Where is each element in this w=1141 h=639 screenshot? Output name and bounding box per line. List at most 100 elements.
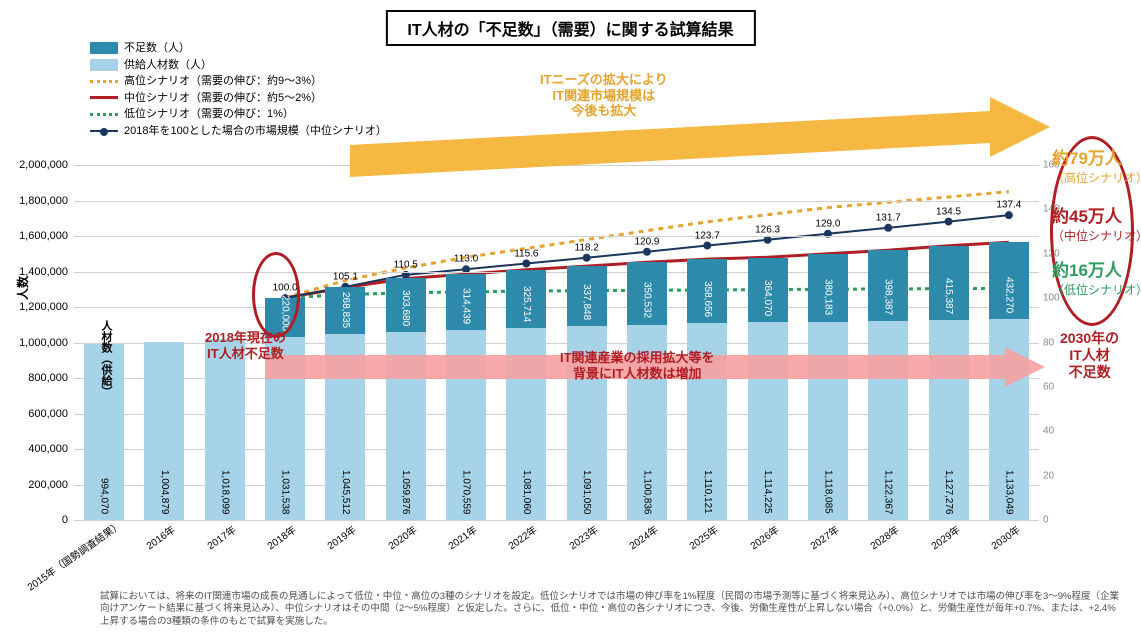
gridline xyxy=(74,236,1039,237)
bar-shortage-value: 325,714 xyxy=(521,286,532,322)
x-label: 2023年 xyxy=(565,521,600,552)
bar-supply-value: 1,122,367 xyxy=(883,470,894,515)
bar-shortage-value: 314,439 xyxy=(461,288,472,324)
y2-tick: 0 xyxy=(1039,515,1049,526)
bar-shortage: 358,656 xyxy=(687,259,727,323)
index-label: 134.5 xyxy=(936,206,961,217)
bar-shortage-value: 350,532 xyxy=(641,282,652,318)
callout-mid: 約45万人（中位シナリオ） xyxy=(1052,202,1141,244)
legend: 不足数（人） 供給人材数（人） 高位シナリオ（需要の伸び：約9〜3%） 中位シナ… xyxy=(90,40,387,139)
bar-shortage: 268,835 xyxy=(325,287,365,335)
legend-label-low: 低位シナリオ（需要の伸び：1%） xyxy=(124,106,294,123)
bar-supply-value: 1,100,836 xyxy=(641,470,652,515)
ellipse-2018 xyxy=(252,252,300,338)
bar-shortage: 337,848 xyxy=(567,266,607,326)
supply-vertical-label: 人材数（供給） xyxy=(98,320,114,397)
bar-supply-value: 1,031,538 xyxy=(280,470,291,515)
bar-shortage: 350,532 xyxy=(627,262,667,324)
x-label: 2018年 xyxy=(264,521,299,552)
bar-supply-value: 1,114,225 xyxy=(762,470,773,514)
index-label: 105.1 xyxy=(333,271,358,282)
bar-supply-value: 1,133,049 xyxy=(1003,470,1014,515)
index-label: 110.5 xyxy=(394,259,418,270)
index-label: 126.3 xyxy=(755,224,780,235)
y2-tick: 40 xyxy=(1039,426,1054,437)
bar-supply-value: 1,070,559 xyxy=(461,470,472,515)
index-label: 129.0 xyxy=(815,218,840,229)
bar-shortage: 314,439 xyxy=(446,274,486,330)
bar-shortage-value: 380,183 xyxy=(822,279,833,315)
bar-shortage: 325,714 xyxy=(506,270,546,328)
y2-tick: 20 xyxy=(1039,470,1054,481)
bar-shortage-value: 303,680 xyxy=(400,290,411,326)
orange-arrow xyxy=(350,95,1050,195)
legend-swatch-supply xyxy=(90,59,118,71)
index-label: 115.6 xyxy=(514,248,538,259)
bar-shortage: 364,070 xyxy=(748,258,788,323)
legend-label-supply: 供給人材数（人） xyxy=(124,57,212,74)
bar-supply-value: 1,118,085 xyxy=(822,470,833,514)
legend-line-low xyxy=(90,113,118,116)
index-label: 118.2 xyxy=(575,242,599,253)
y-tick: 1,200,000 xyxy=(19,301,74,313)
x-label: 2019年 xyxy=(324,521,359,552)
legend-label-high: 高位シナリオ（需要の伸び：約9〜3%） xyxy=(124,73,322,90)
bar-supply-value: 1,004,879 xyxy=(159,470,170,515)
x-label: 2026年 xyxy=(746,521,781,552)
index-label: 123.7 xyxy=(695,230,720,241)
x-label: 2030年 xyxy=(987,521,1022,552)
legend-label-mid: 中位シナリオ（需要の伸び：約5〜2%） xyxy=(124,90,322,107)
bar-shortage-value: 268,835 xyxy=(340,292,351,328)
bar-shortage: 398,387 xyxy=(868,250,908,321)
annot-future: 2030年の IT人材 不足数 xyxy=(1060,330,1119,380)
bar-shortage-value: 398,387 xyxy=(883,279,894,315)
gridline xyxy=(74,201,1039,202)
x-label: 2017年 xyxy=(203,521,238,552)
bar-supply: 1,004,879 xyxy=(144,342,184,520)
footnote: 試算においては、将来のIT関連市場の成長の見通しによって低位・中位・高位の3種の… xyxy=(100,591,1121,629)
y-tick: 200,000 xyxy=(28,479,74,491)
index-label: 113.0 xyxy=(454,254,478,265)
x-label: 2027年 xyxy=(806,521,841,552)
legend-label-shortage: 不足数（人） xyxy=(124,40,190,57)
y-tick: 1,000,000 xyxy=(19,337,74,349)
y-tick: 1,800,000 xyxy=(19,195,74,207)
annot-industry: IT関連産業の採用拡大等を 背景にIT人材数は増加 xyxy=(560,350,715,381)
legend-marker-index xyxy=(90,130,118,132)
x-label: 2029年 xyxy=(927,521,962,552)
y-tick: 600,000 xyxy=(28,408,74,420)
bar-shortage-value: 432,270 xyxy=(1003,277,1014,313)
y-tick: 1,400,000 xyxy=(19,266,74,278)
bar-supply-value: 1,110,121 xyxy=(702,470,713,514)
y-tick: 2,000,000 xyxy=(19,159,74,171)
x-label: 2024年 xyxy=(625,521,660,552)
legend-line-high xyxy=(90,80,118,83)
annot-expand: ITニーズの拡大により IT関連市場規模は 今後も拡大 xyxy=(540,72,668,119)
y-tick: 800,000 xyxy=(28,372,74,384)
bar-supply-value: 1,127,276 xyxy=(943,470,954,515)
chart-title: IT人材の「不足数」（需要）に関する試算結果 xyxy=(385,10,755,46)
legend-label-index: 2018年を100とした場合の市場規模（中位シナリオ） xyxy=(124,123,387,140)
bar-supply-value: 1,059,876 xyxy=(400,470,411,515)
x-label: 2020年 xyxy=(384,521,419,552)
gridline xyxy=(74,520,1039,521)
bar-shortage-value: 358,656 xyxy=(702,281,713,317)
bar-supply-value: 1,045,512 xyxy=(340,470,351,515)
x-label: 2025年 xyxy=(686,521,721,552)
bar-shortage: 303,680 xyxy=(386,278,426,332)
bar-shortage-value: 337,848 xyxy=(581,284,592,320)
callout-low: 約16万人（低位シナリオ） xyxy=(1052,256,1141,298)
bar-shortage: 415,387 xyxy=(929,246,969,320)
bar-shortage: 380,183 xyxy=(808,254,848,321)
index-label: 137.4 xyxy=(996,200,1021,211)
callout-high: 約79万人（高位シナリオ） xyxy=(1052,144,1141,186)
y-axis-label: 人数 xyxy=(14,276,31,300)
x-label: 2016年 xyxy=(143,521,178,552)
bar-supply-value: 994,070 xyxy=(99,478,110,514)
bar-shortage-value: 415,387 xyxy=(943,278,954,314)
bar-shortage: 432,270 xyxy=(989,242,1029,319)
y-tick: 400,000 xyxy=(28,443,74,455)
x-label: 2028年 xyxy=(867,521,902,552)
bar-supply-value: 1,018,099 xyxy=(219,470,230,515)
y-tick: 0 xyxy=(62,514,74,526)
